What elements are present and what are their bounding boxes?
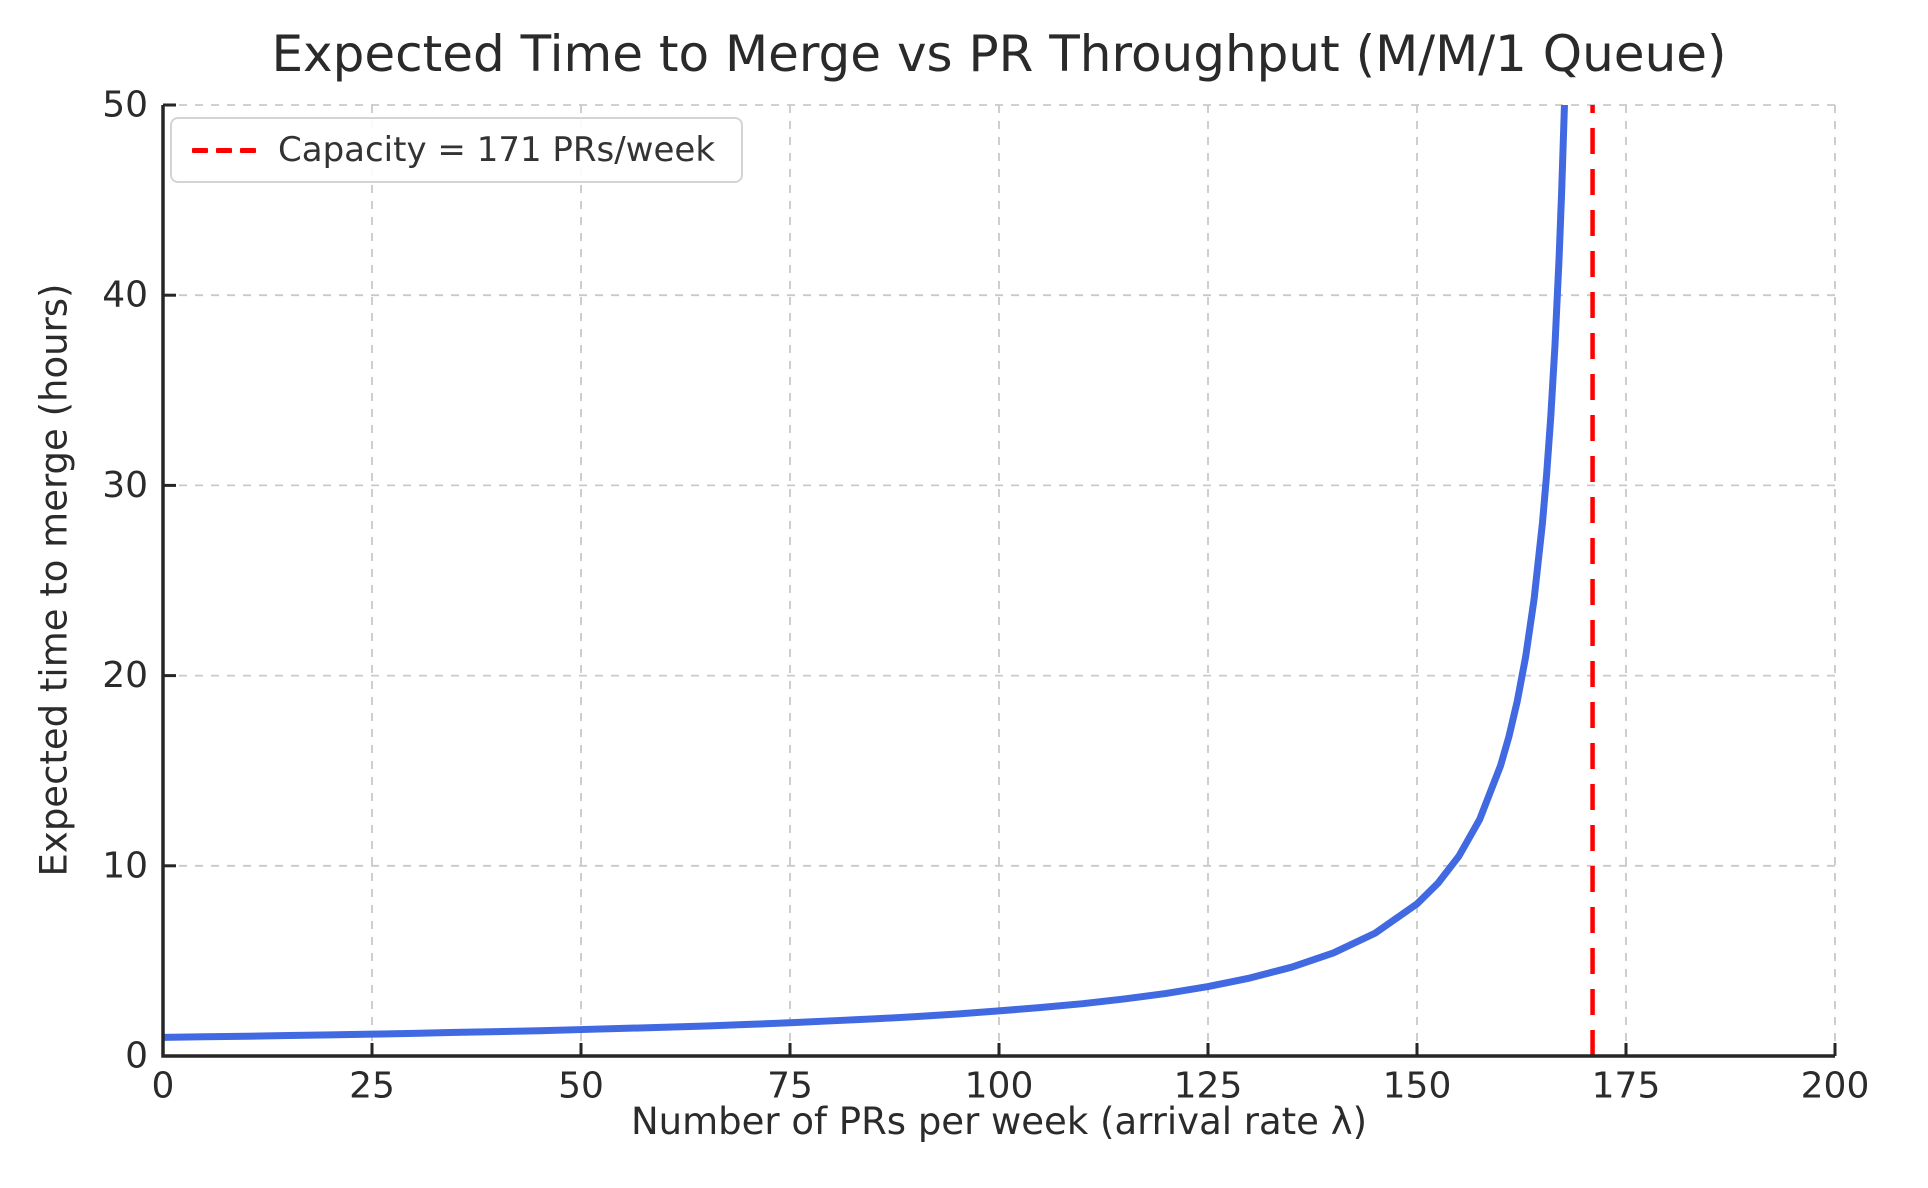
series-line-expected-time — [163, 105, 1568, 1041]
y-tick-label: 20 — [102, 655, 148, 696]
x-tick-label: 150 — [1383, 1066, 1452, 1107]
x-tick-label: 100 — [965, 1066, 1034, 1107]
y-tick-label: 30 — [102, 465, 148, 506]
legend-dashed-line-sample — [192, 147, 256, 153]
legend-dash-segment — [216, 147, 232, 153]
legend-dash-segment — [240, 147, 256, 153]
x-tick-label: 125 — [1174, 1066, 1243, 1107]
legend-label: Capacity = 171 PRs/week — [278, 130, 716, 170]
x-tick-label: 200 — [1801, 1066, 1870, 1107]
x-tick-label: 175 — [1592, 1066, 1661, 1107]
chart-title: Expected Time to Merge vs PR Throughput … — [271, 25, 1727, 83]
legend-dash-segment — [192, 147, 208, 153]
series-group — [163, 105, 1595, 1056]
x-tick-label: 50 — [558, 1066, 604, 1107]
x-axis-label: Number of PRs per week (arrival rate λ) — [630, 1100, 1368, 1143]
x-tick-label: 0 — [152, 1066, 175, 1107]
axis-spines — [161, 105, 1835, 1058]
y-tick-label: 0 — [125, 1036, 148, 1077]
legend: Capacity = 171 PRs/week — [170, 117, 744, 183]
x-tick-label: 75 — [767, 1066, 813, 1107]
y-tick-label: 50 — [102, 85, 148, 126]
x-tick-label: 25 — [349, 1066, 395, 1107]
y-tick-label: 10 — [102, 845, 148, 886]
y-axis-label: Expected time to merge (hours) — [32, 283, 76, 877]
y-tick-label: 40 — [102, 275, 148, 316]
